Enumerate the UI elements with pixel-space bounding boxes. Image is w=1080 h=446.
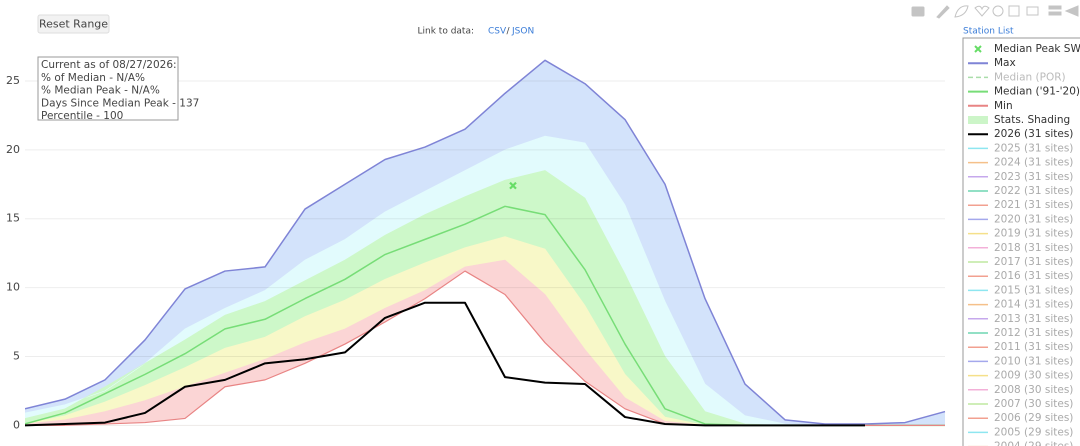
zoom-in-icon[interactable] [1008,5,1020,17]
hover-icon[interactable] [1064,5,1079,17]
legend-label[interactable]: Max [994,57,1016,69]
legend-label[interactable]: 2019 (31 sites) [994,228,1073,240]
info-line: % Median Peak - N/A% [41,85,160,97]
y-tick-label: 20 [6,143,20,156]
info-text: Current as of 08/27/2026:% of Median - N… [41,59,199,122]
y-tick-label: 5 [13,349,20,362]
y-tick-label: 25 [6,74,20,87]
legend-label[interactable]: 2014 (31 sites) [994,299,1073,311]
link-prefix: Link to data: [418,27,475,37]
legend-label[interactable]: 2023 (31 sites) [994,171,1073,183]
legend-label[interactable]: 2008 (30 sites) [994,384,1073,396]
camera-icon[interactable] [911,6,925,17]
legend-label[interactable]: 2009 (30 sites) [994,370,1073,382]
legend: Median Peak SWE Max Median (POR) Median ('9… [968,43,1080,446]
legend-label[interactable]: 2022 (31 sites) [994,185,1073,197]
legend-label[interactable]: Min [994,100,1013,112]
legend-label[interactable]: Median ('91-'20) [994,86,1080,98]
legend-label[interactable]: Median Peak SWE [994,43,1080,55]
legend-label[interactable]: 2025 (31 sites) [994,142,1073,154]
legend-label[interactable]: 2005 (29 sites) [994,426,1073,438]
legend-label[interactable]: 2020 (31 sites) [994,213,1073,225]
legend-label[interactable]: 2018 (31 sites) [994,242,1073,254]
legend-label[interactable]: 2026 (31 sites) [994,128,1073,140]
json-link[interactable]: JSON [511,27,534,37]
zoom-out-icon[interactable] [1026,6,1039,16]
legend-label[interactable]: Stats. Shading [994,114,1070,126]
legend-label[interactable]: 2024 (31 sites) [994,157,1073,169]
series-line [25,301,865,427]
lasso-icon[interactable] [992,5,1004,17]
select-icon[interactable] [974,5,990,17]
reset-axes-icon[interactable] [1048,11,1062,16]
y-axis: 0 5 10 15 20 25 [6,74,20,431]
legend-symbol [974,45,982,53]
legend-title[interactable]: Station List [963,27,1014,37]
legend-label[interactable]: 2016 (31 sites) [994,270,1073,282]
csv-link[interactable]: CSV [488,27,507,37]
legend-label[interactable]: 2013 (31 sites) [994,313,1073,325]
pan-icon[interactable] [954,5,969,18]
legend-label[interactable]: Median (POR) [994,71,1066,83]
info-line: Days Since Median Peak - 137 [41,97,199,109]
autoscale-icon[interactable] [1048,5,1062,10]
legend-label[interactable]: 2011 (31 sites) [994,341,1073,353]
toolbar [911,5,1079,19]
link-sep: / [506,27,510,37]
info-line: Percentile - 100 [41,110,123,122]
info-line: Current as of 08/27/2026: [41,59,177,71]
legend-label[interactable]: 2012 (31 sites) [994,327,1073,339]
info-box [37,56,179,121]
plot-area [25,59,946,427]
reset-label[interactable]: Reset Range [39,18,108,31]
legend-label[interactable]: 2004 (29 sites) [994,441,1073,446]
legend-symbol [968,116,988,124]
shading-fill [25,271,945,426]
legend-label[interactable]: 2017 (31 sites) [994,256,1073,268]
zoom-icon[interactable] [936,5,950,19]
legend-label[interactable]: 2007 (30 sites) [994,398,1073,410]
reset-button[interactable] [37,14,110,34]
legend-label[interactable]: 2015 (31 sites) [994,284,1073,296]
legend-label[interactable]: 2006 (29 sites) [994,412,1073,424]
y-tick-label: 0 [13,418,20,431]
peak-marker [509,181,517,190]
percentile-line [25,135,945,426]
legend-label[interactable]: 2010 (31 sites) [994,355,1073,367]
series-line [25,59,946,425]
y-tick-label: 10 [6,281,20,294]
y-tick-label: 15 [6,212,20,225]
info-line: % of Median - N/A% [41,72,145,84]
legend-label[interactable]: 2021 (31 sites) [994,199,1073,211]
